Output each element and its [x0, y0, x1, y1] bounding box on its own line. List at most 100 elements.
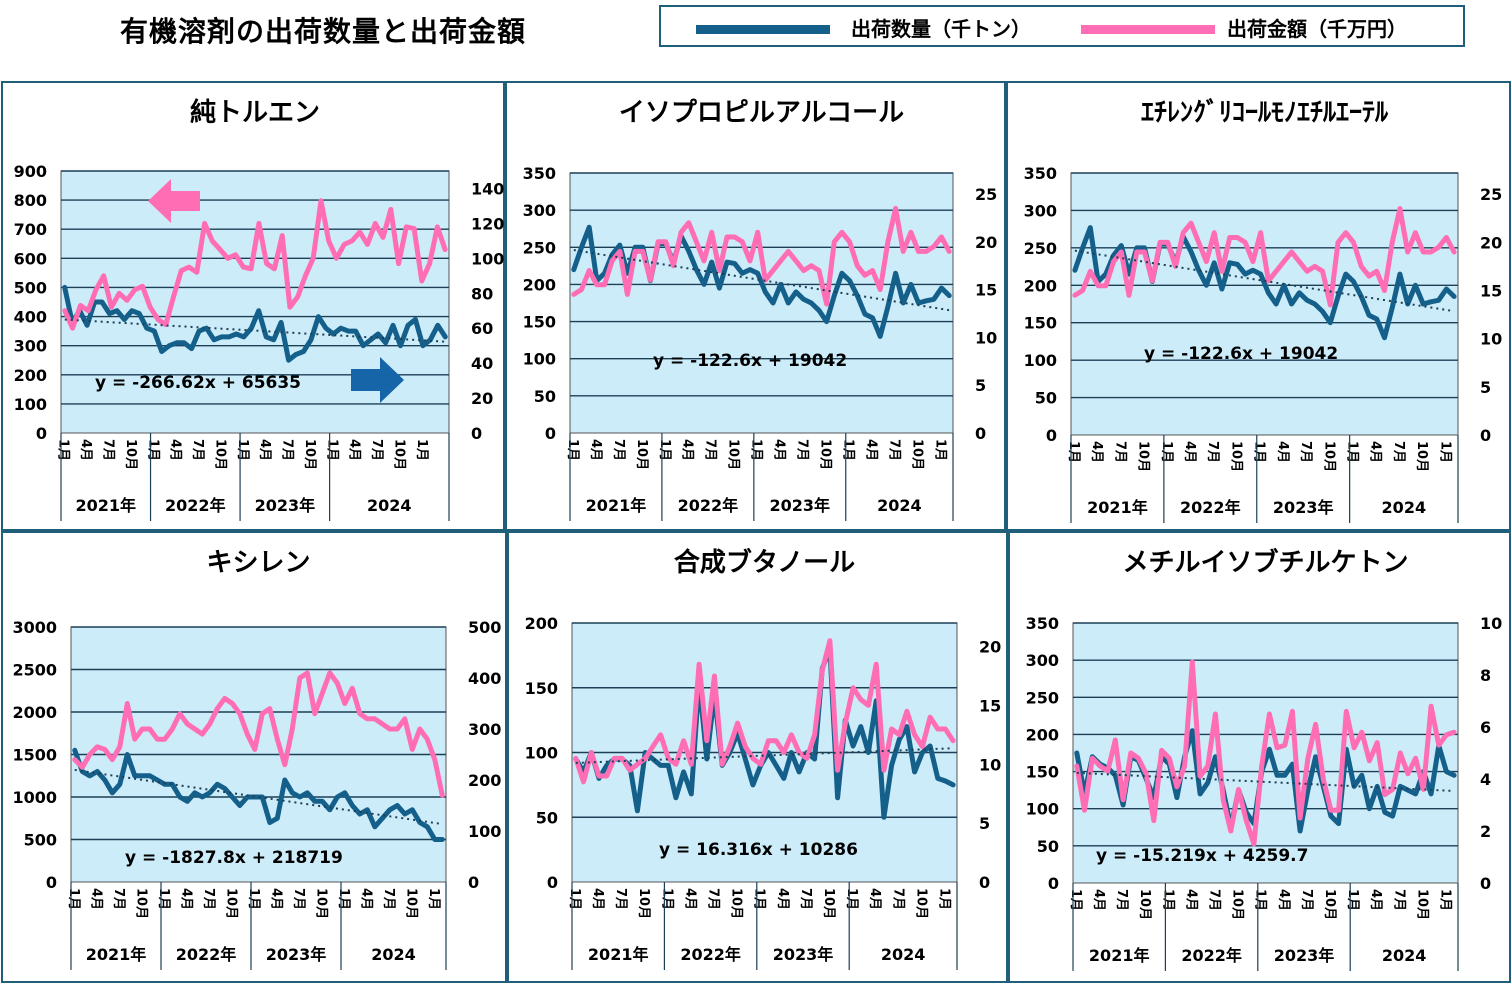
x-axis-month-label: 1月 — [246, 888, 261, 910]
x-axis-year-label: 2023年 — [266, 945, 327, 964]
chart-title: ｴﾁﾚﾝｸﾞﾘｺｰﾙﾓﾉｴﾁﾙｴｰﾃﾙ — [1141, 97, 1389, 128]
x-axis-month-label: 7月 — [1391, 441, 1406, 463]
left-axis-tick: 150 — [523, 313, 556, 332]
x-axis-month-label: 1月 — [933, 439, 948, 461]
x-axis-month-label: 1月 — [66, 888, 81, 910]
x-axis-month-label: 4月 — [680, 439, 695, 461]
x-axis-month-label: 1月 — [841, 439, 856, 461]
left-axis-tick: 200 — [14, 366, 47, 385]
x-axis-month-label: 4月 — [1275, 441, 1290, 463]
x-axis-month-label: 1月 — [414, 439, 429, 461]
right-axis-tick: 40 — [471, 354, 493, 373]
left-axis-tick: 300 — [1024, 201, 1057, 220]
legend-label-amount: 出荷金額（千万円） — [1227, 17, 1407, 41]
series-line-amount — [62, 198, 448, 331]
left-axis-tick: 1500 — [12, 746, 57, 765]
x-axis-month-label: 10月 — [913, 888, 928, 919]
left-axis-tick: 100 — [1024, 351, 1057, 370]
x-axis-month-label: 7月 — [887, 439, 902, 461]
x-axis-month-label: 1月 — [324, 439, 339, 461]
series-line-quantity — [72, 747, 445, 842]
left-axis-tick: 300 — [1026, 651, 1059, 670]
right-axis-tick: 100 — [471, 249, 504, 268]
series-line-quantity — [1072, 225, 1457, 341]
left-axis-tick: 700 — [14, 220, 47, 239]
right-axis-tick: 80 — [471, 284, 493, 303]
right-axis-tick: 100 — [468, 822, 501, 841]
x-axis-month-label: 1月 — [567, 888, 582, 910]
left-axis-tick: 0 — [36, 424, 47, 443]
right-axis-tick: 4 — [1480, 770, 1491, 789]
left-axis-tick: 100 — [523, 350, 556, 369]
chart-panel-xylene: キシレン 0 500 1000 1500 2000 2500 3000 0 100 200 300 40… — [1, 531, 507, 983]
right-axis-tick: 0 — [975, 424, 986, 443]
left-axis-tick: 50 — [1035, 389, 1057, 408]
x-axis-year-label: 2024 — [367, 496, 412, 515]
x-axis-month-label: 1月 — [56, 439, 71, 461]
x-axis-year-label: 2022年 — [1180, 498, 1241, 517]
left-axis-tick: 400 — [14, 308, 47, 327]
left-axis-arrow-icon — [148, 179, 200, 223]
left-axis-tick: 200 — [1026, 725, 1059, 744]
left-axis-tick: 900 — [14, 162, 47, 181]
x-axis-year-label: 2022年 — [678, 496, 739, 515]
x-axis-month-label: 4月 — [775, 888, 790, 910]
left-axis-tick: 500 — [14, 278, 47, 297]
x-axis-year-label: 2022年 — [1181, 946, 1242, 965]
right-axis-tick: 8 — [1480, 666, 1491, 685]
right-axis-tick: 10 — [975, 328, 997, 347]
x-axis-month-label: 7月 — [1205, 441, 1220, 463]
x-axis-month-label: 10月 — [403, 888, 418, 919]
x-axis-month-label: 4月 — [682, 888, 697, 910]
series-line-amount — [1074, 659, 1457, 847]
right-axis-tick: 200 — [468, 771, 501, 790]
x-axis-month-label: 7月 — [1298, 441, 1313, 463]
x-axis-month-label: 10月 — [133, 888, 148, 919]
x-axis-month-label: 1月 — [752, 888, 767, 910]
left-axis-tick: 250 — [1026, 688, 1059, 707]
right-axis-tick: 0 — [1480, 426, 1491, 445]
x-axis-month-label: 7月 — [703, 439, 718, 461]
x-axis-year-label: 2024 — [881, 945, 926, 964]
x-axis-month-label: 10月 — [821, 888, 836, 919]
x-axis-year-label: 2021年 — [75, 496, 136, 515]
x-axis-month-label: 4月 — [1089, 441, 1104, 463]
legend-label-quantity: 出荷数量（千トン） — [851, 17, 1031, 41]
x-axis-month-label: 4月 — [88, 888, 103, 910]
x-axis-month-label: 7月 — [1391, 889, 1406, 911]
left-axis-tick: 0 — [1048, 874, 1059, 893]
right-axis-tick: 500 — [468, 618, 501, 637]
right-axis-tick: 15 — [979, 696, 1001, 715]
right-axis-tick: 20 — [979, 638, 1001, 657]
chart-panel-butanol: 合成ブタノール 0 50 100 150 200 0 5 10 15 20 1月 4月 7月 10月 1月 4月… — [507, 531, 1008, 983]
x-axis-month-label: 1月 — [1345, 441, 1360, 463]
x-axis-month-label: 10月 — [302, 439, 317, 470]
x-axis-month-label: 4月 — [1368, 441, 1383, 463]
right-axis-tick: 15 — [1480, 282, 1502, 301]
x-axis-month-label: 4月 — [867, 888, 882, 910]
right-axis-tick: 10 — [1480, 614, 1502, 633]
x-axis-month-label: 4月 — [347, 439, 362, 461]
x-axis-year-label: 2021年 — [86, 945, 147, 964]
right-axis-tick: 25 — [1480, 185, 1502, 204]
x-axis-year-label: 2021年 — [1089, 946, 1150, 965]
right-axis-tick: 120 — [471, 214, 504, 233]
right-axis-tick: 10 — [1480, 330, 1502, 349]
x-axis-month-label: 7月 — [111, 888, 126, 910]
x-axis-month-label: 10月 — [1137, 889, 1152, 920]
x-axis-month-label: 1月 — [426, 888, 441, 910]
right-axis-tick: 0 — [468, 873, 479, 892]
series-line-quantity — [571, 224, 952, 339]
x-axis-month-label: 10月 — [223, 888, 238, 919]
x-axis-month-label: 10月 — [729, 888, 744, 919]
x-axis-month-label: 7月 — [280, 439, 295, 461]
x-axis-month-label: 1月 — [1066, 441, 1081, 463]
left-axis-tick: 50 — [536, 808, 558, 827]
x-axis-month-label: 10月 — [636, 888, 651, 919]
left-axis-tick: 150 — [1026, 763, 1059, 782]
chart-panel-mibk: メチルイソブチルケトン 0 50 100 150 200 250 300 350 0 2 4 6 8 10 1… — [1008, 531, 1511, 983]
x-axis-year-label: 2023年 — [1274, 946, 1335, 965]
left-axis-tick: 350 — [1026, 614, 1059, 633]
right-axis-tick: 20 — [975, 233, 997, 252]
x-axis-year-label: 2022年 — [176, 945, 237, 964]
